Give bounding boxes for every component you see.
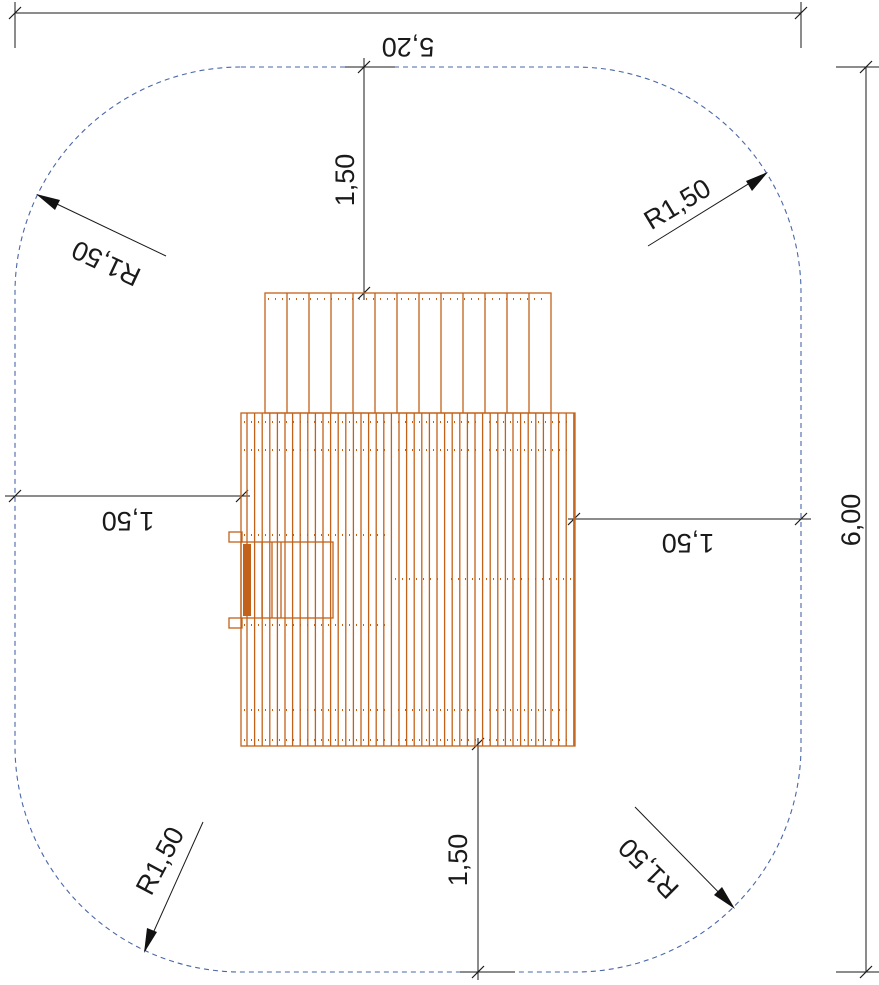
overall-width-label: 5,20 — [382, 32, 435, 62]
safety-zone-boundary — [14, 66, 802, 973]
side-hatch — [228, 531, 334, 629]
overall-width-dimension: 5,20 — [8, 2, 808, 62]
top-clearance-dimension: 1,50 — [330, 58, 395, 300]
top-clearance-label: 1,50 — [330, 154, 360, 207]
play-equipment — [228, 292, 576, 747]
bottom-clearance-label: 1,50 — [443, 834, 473, 887]
left-clearance-dimension: 1,50 — [5, 489, 250, 536]
radius-top-left-label: R1,50 — [67, 234, 145, 292]
radius-top-left: R1,50 — [36, 194, 167, 292]
radius-bottom-right-label: R1,50 — [613, 832, 685, 904]
radius-bottom-right: R1,50 — [613, 806, 735, 909]
upper-deck-slats — [286, 293, 530, 413]
right-clearance-dimension: 1,50 — [567, 512, 811, 558]
right-clearance-label: 1,50 — [662, 528, 715, 558]
radius-bottom-left: R1,50 — [130, 821, 204, 953]
overall-depth-label: 6,00 — [836, 494, 866, 547]
main-platform-outline — [240, 412, 576, 747]
overall-depth-dimension: 6,00 — [836, 60, 879, 979]
radius-bottom-left-label: R1,50 — [130, 822, 190, 900]
main-platform-slats — [246, 413, 575, 746]
radius-top-right-label: R1,50 — [639, 173, 716, 236]
fastener-rows — [244, 421, 572, 741]
left-clearance-label: 1,50 — [102, 506, 155, 536]
upper-deck-outline — [264, 292, 552, 414]
radius-top-right: R1,50 — [639, 172, 768, 247]
bottom-clearance-dimension: 1,50 — [443, 737, 515, 980]
